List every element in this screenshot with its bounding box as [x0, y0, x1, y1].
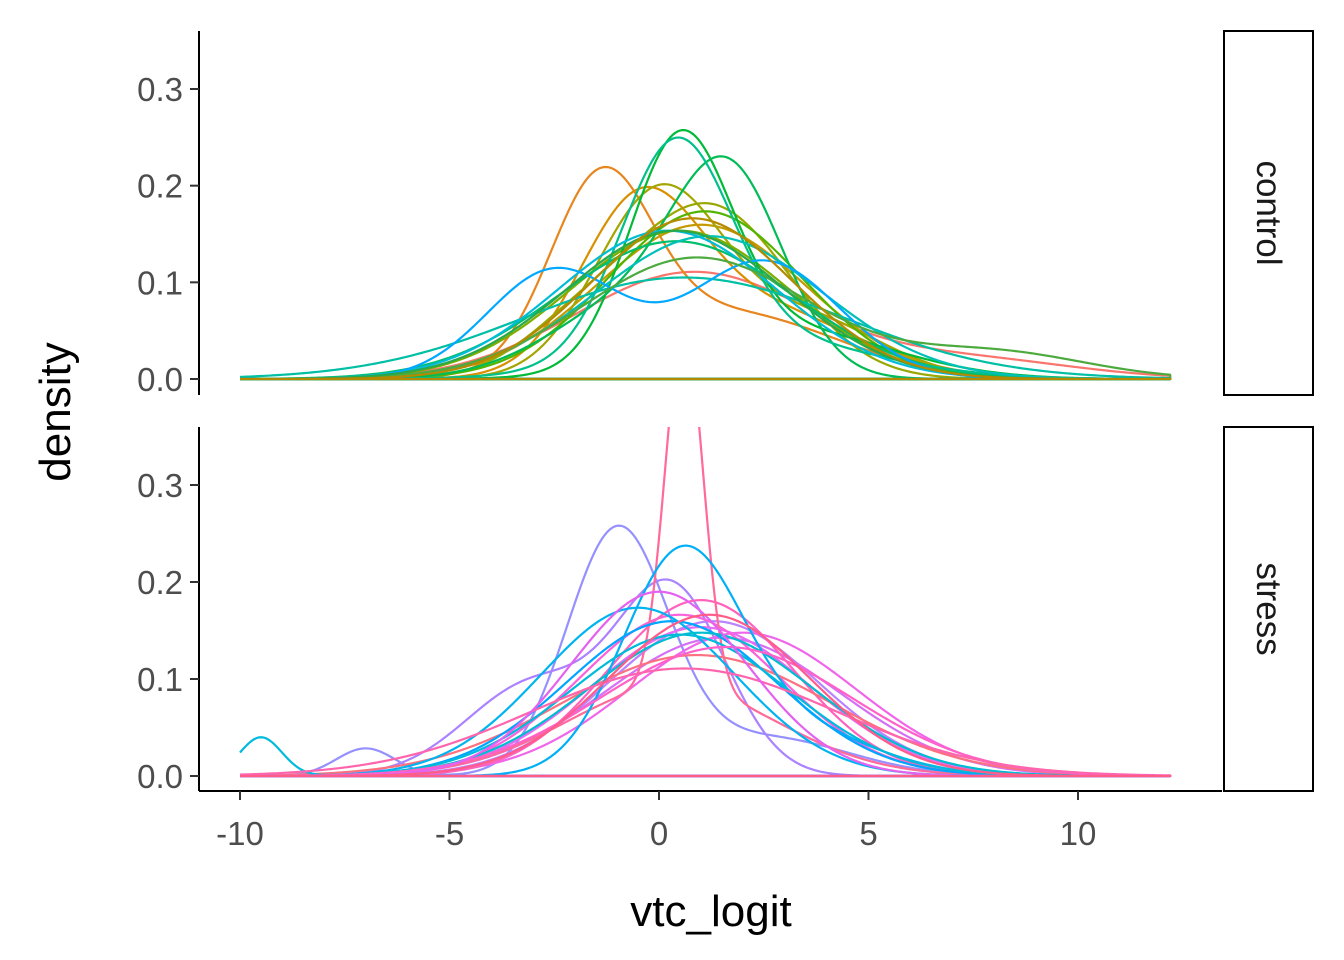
facet-panel-control: 0.0 0.1 0.2 0.3 control: [137, 30, 1314, 398]
density-curve-stress-15: [240, 631, 1172, 778]
y-tick-label: 0.1: [137, 661, 183, 698]
x-tick-label: -10: [216, 815, 264, 852]
y-tick-label: 0.0: [137, 361, 183, 398]
x-axis: -10 -5 0 5 10: [199, 790, 1222, 852]
facet-strip-label: stress: [1249, 562, 1288, 655]
facet-strip-stress: [1223, 426, 1314, 792]
facet-panel-stress: 0.0 0.1 0.2 0.3 stress: [137, 426, 1314, 795]
density-curve-stress-1: [240, 524, 1172, 778]
y-tick-label: 0.1: [137, 264, 183, 301]
density-curve-control-5: [240, 183, 1172, 381]
density-curve-stress-9: [240, 427, 1172, 778]
x-tick-label: 0: [650, 815, 668, 852]
density-curve-stress-19: [240, 613, 1172, 778]
density-curve-control-4: [240, 223, 1172, 381]
x-tick-label: 5: [859, 815, 877, 852]
density-curve-control-15: [240, 229, 1172, 381]
density-curve-control-17: [240, 256, 1172, 381]
density-curve-stress-4: [240, 636, 1172, 778]
density-curve-control-9: [240, 128, 1172, 381]
y-tick-label: 0.2: [137, 564, 183, 601]
x-axis-title: vtc_logit: [630, 887, 791, 936]
density-curve-stress-10: [239, 653, 1172, 778]
density-curve-control-10: [240, 155, 1172, 381]
density-curve-control-19: [240, 217, 1172, 381]
density-curve-stress-17: [239, 667, 1172, 778]
density-curves: [239, 128, 1172, 381]
y-tick-label: 0.2: [137, 168, 183, 205]
density-curve-stress-11: [240, 544, 1172, 778]
y-tick-label: 0.3: [137, 467, 183, 504]
density-curve-control-11: [239, 240, 1172, 381]
y-tick-label: 0.0: [137, 758, 183, 795]
density-curve-stress-6: [240, 631, 1172, 778]
x-tick-label: 10: [1060, 815, 1097, 852]
density-curve-control-13: [239, 276, 1172, 381]
y-axis-title: density: [31, 342, 80, 481]
density-curve-stress-2: [240, 578, 1172, 778]
y-tick-label: 0.3: [137, 71, 183, 108]
facet-strip-label: control: [1249, 160, 1288, 265]
density-curve-control-7: [239, 229, 1172, 381]
x-tick-label: -5: [435, 815, 464, 852]
density-curve-control-18: [240, 229, 1172, 381]
facet-strip-control: [1223, 30, 1314, 396]
density-curve-stress-16: [239, 645, 1172, 778]
density-curves: [239, 427, 1172, 778]
